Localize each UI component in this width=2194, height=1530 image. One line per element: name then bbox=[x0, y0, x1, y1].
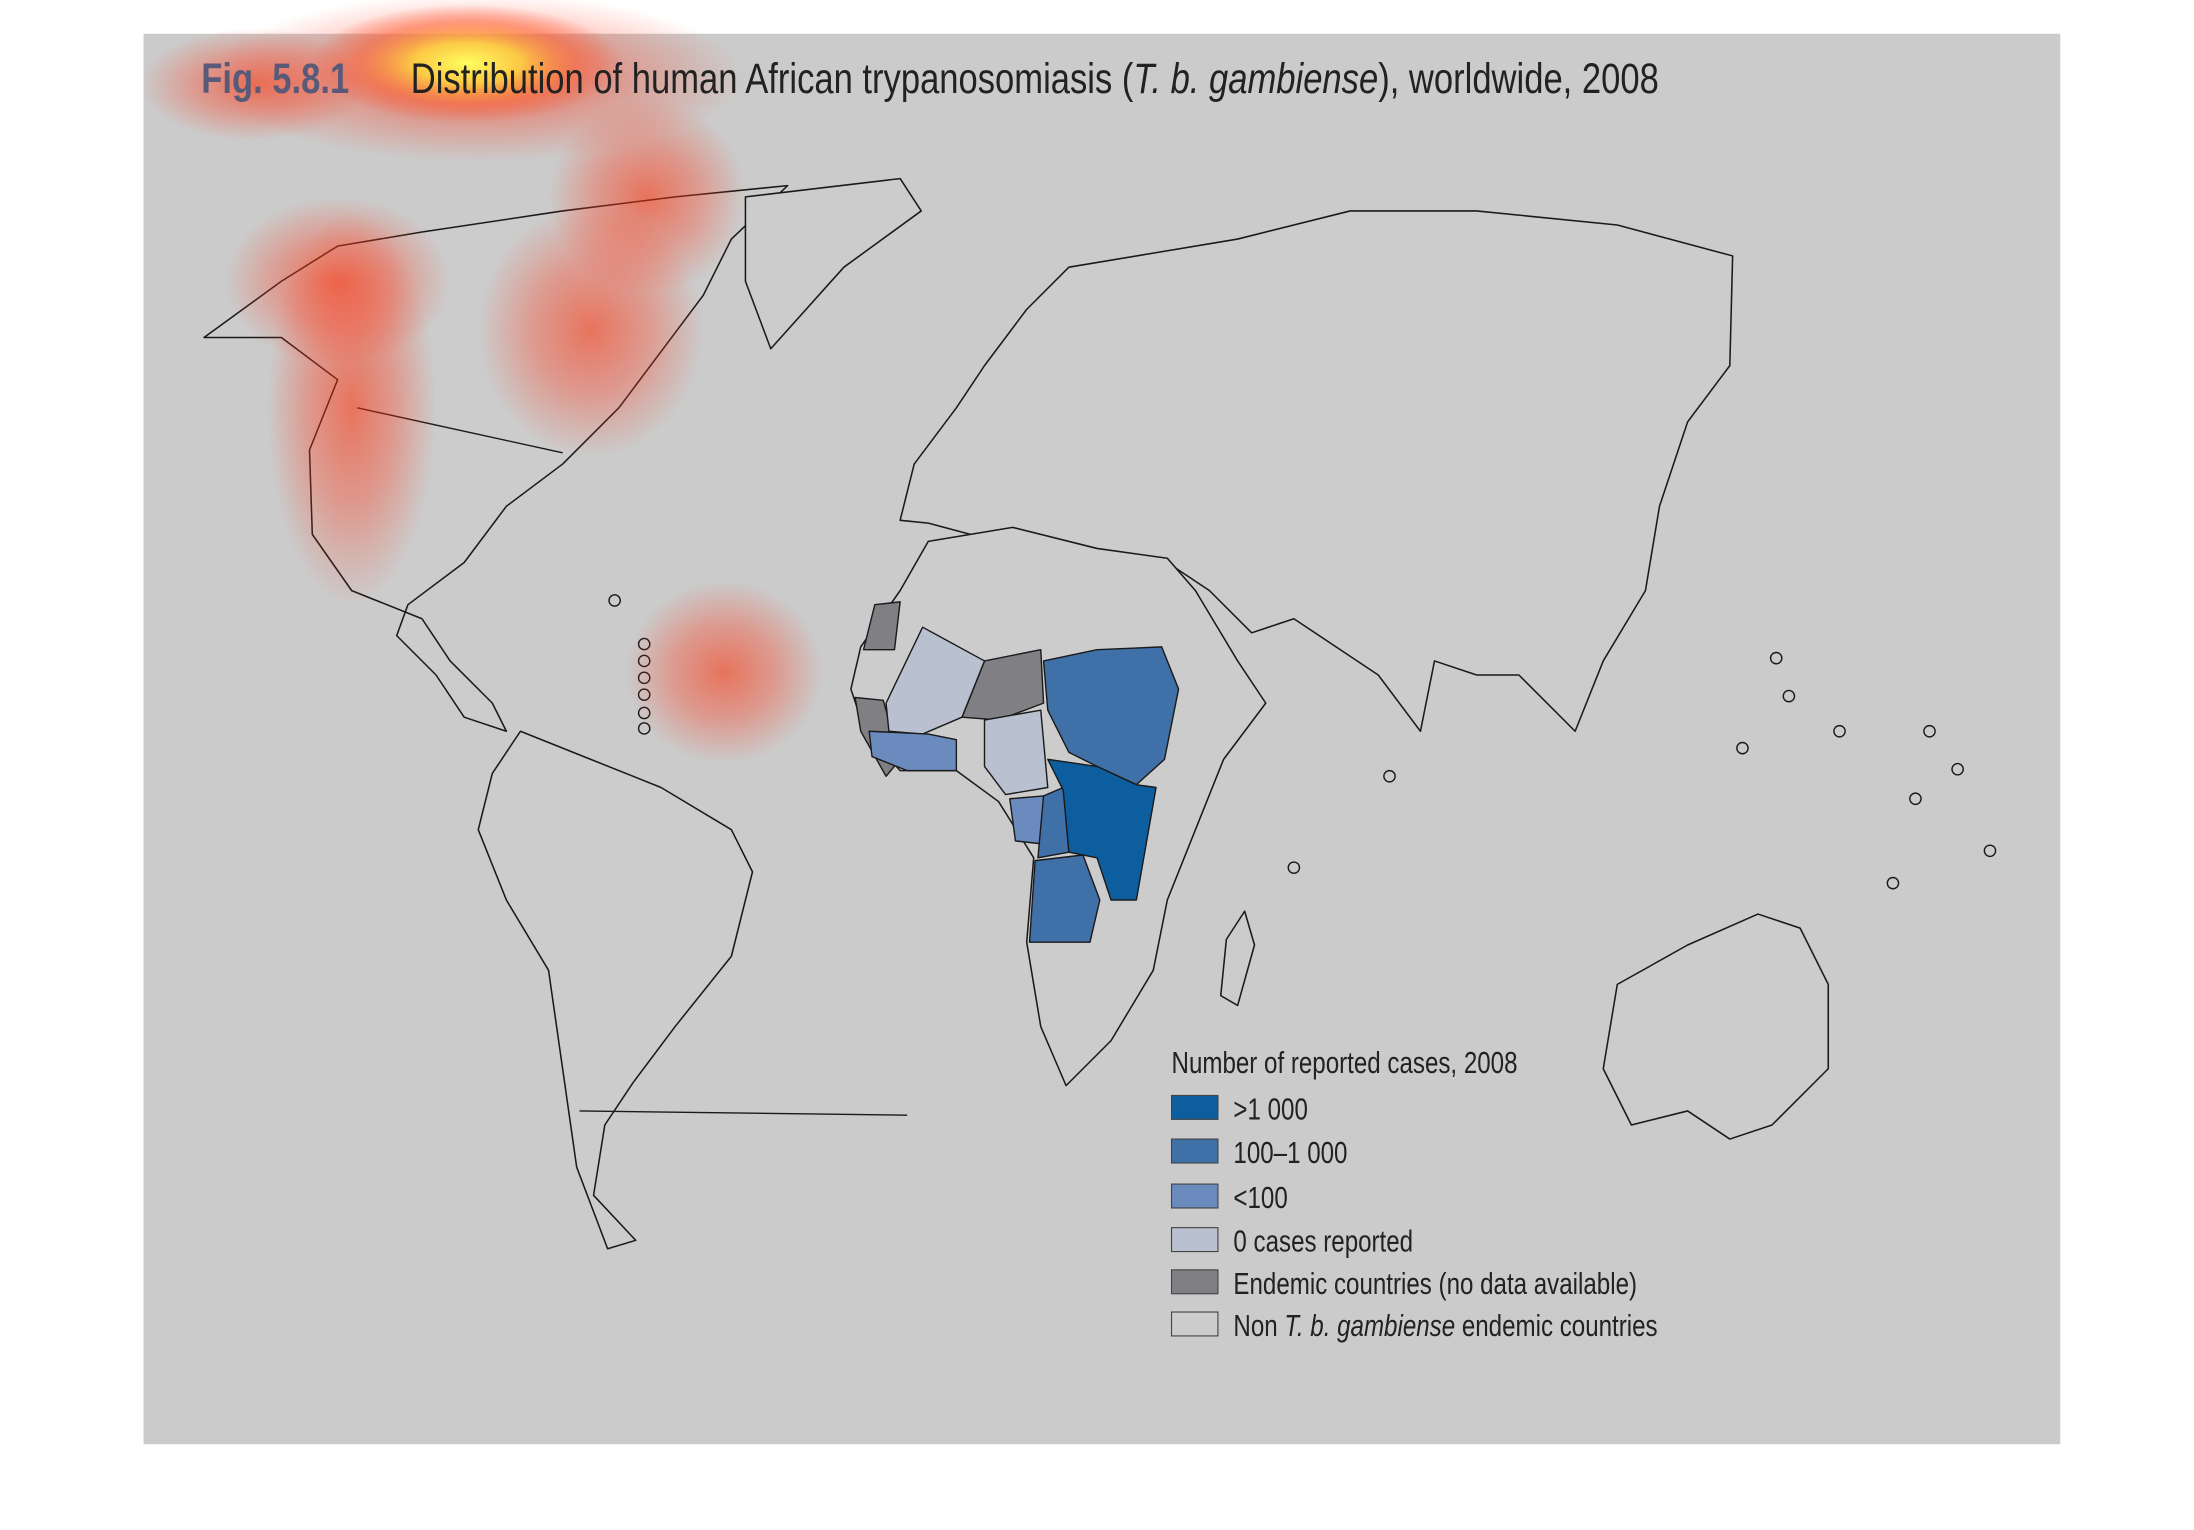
australia bbox=[1602, 913, 1830, 1140]
heat-spot bbox=[225, 196, 451, 366]
low-cases-gabon bbox=[1009, 795, 1045, 845]
high-cases-drc bbox=[1047, 758, 1157, 901]
island bbox=[1983, 844, 1997, 858]
heat-spot bbox=[140, 28, 366, 141]
title-italic: T. b. gambiense bbox=[1133, 56, 1378, 103]
low-cases-west bbox=[868, 730, 958, 772]
heatmap-overlay bbox=[140, 0, 823, 764]
legend-label: 0 cases reported bbox=[1233, 1224, 1413, 1259]
title-text: ), worldwide, 2008 bbox=[1378, 56, 1659, 103]
island bbox=[1383, 769, 1396, 783]
island bbox=[1782, 689, 1796, 703]
title: Fig. 5.8.1 Distribution of human African… bbox=[201, 56, 1659, 103]
legend: Number of reported cases, 2008 >1 000 100… bbox=[1170, 1045, 1658, 1343]
title-text: Distribution of human African trypanosom… bbox=[411, 56, 1134, 103]
island bbox=[1923, 724, 1936, 738]
island bbox=[1951, 762, 1964, 776]
island bbox=[608, 594, 621, 607]
legend-label: <100 bbox=[1233, 1180, 1287, 1215]
island bbox=[1909, 792, 1922, 806]
legend-label: Non T. b. gambiense endemic countries bbox=[1233, 1308, 1657, 1343]
endemic-west bbox=[862, 601, 901, 651]
legend-label-text: Endemic countries (no data available) bbox=[1233, 1266, 1637, 1301]
madagascar bbox=[1219, 910, 1256, 1007]
boundary-line bbox=[579, 1110, 908, 1116]
legend-label-italic: T. b. gambiense bbox=[1284, 1308, 1455, 1343]
legend-title: Number of reported cases, 2008 bbox=[1172, 1045, 1518, 1080]
mid-cases-chad-sudan bbox=[1042, 646, 1180, 786]
legend-label-text: 100–1 000 bbox=[1233, 1135, 1347, 1170]
island bbox=[1769, 651, 1783, 665]
mid-cases-angola bbox=[1028, 854, 1101, 943]
legend-swatch bbox=[1170, 1269, 1219, 1295]
legend-label-text: >1 000 bbox=[1233, 1091, 1307, 1126]
zero-cases-center bbox=[983, 709, 1049, 796]
legend-label: >1 000 bbox=[1233, 1091, 1307, 1126]
legend-label-text: 0 cases reported bbox=[1233, 1224, 1413, 1259]
legend-label-text: endemic countries bbox=[1455, 1308, 1657, 1343]
legend-swatch bbox=[1170, 1311, 1219, 1337]
heat-spot bbox=[625, 580, 823, 764]
legend-label: Endemic countries (no data available) bbox=[1233, 1266, 1637, 1301]
legend-swatch bbox=[1170, 1183, 1219, 1209]
south-america bbox=[477, 730, 754, 1250]
legend-label-text: <100 bbox=[1233, 1180, 1287, 1215]
legend-swatch bbox=[1170, 1094, 1219, 1120]
figure-label: Fig. 5.8.1 bbox=[201, 56, 349, 103]
island bbox=[1736, 741, 1749, 755]
island bbox=[1886, 876, 1900, 890]
eurasia bbox=[899, 210, 1734, 733]
legend-swatch bbox=[1170, 1138, 1219, 1164]
heat-spot-hot bbox=[312, 4, 622, 123]
figure-title: Distribution of human African trypanosom… bbox=[411, 56, 1659, 103]
legend-swatch bbox=[1170, 1227, 1219, 1253]
legend-label: 100–1 000 bbox=[1233, 1135, 1347, 1170]
island bbox=[1287, 861, 1301, 874]
island bbox=[1833, 724, 1846, 738]
greenland bbox=[744, 177, 922, 350]
legend-label-text: Non bbox=[1233, 1308, 1284, 1343]
